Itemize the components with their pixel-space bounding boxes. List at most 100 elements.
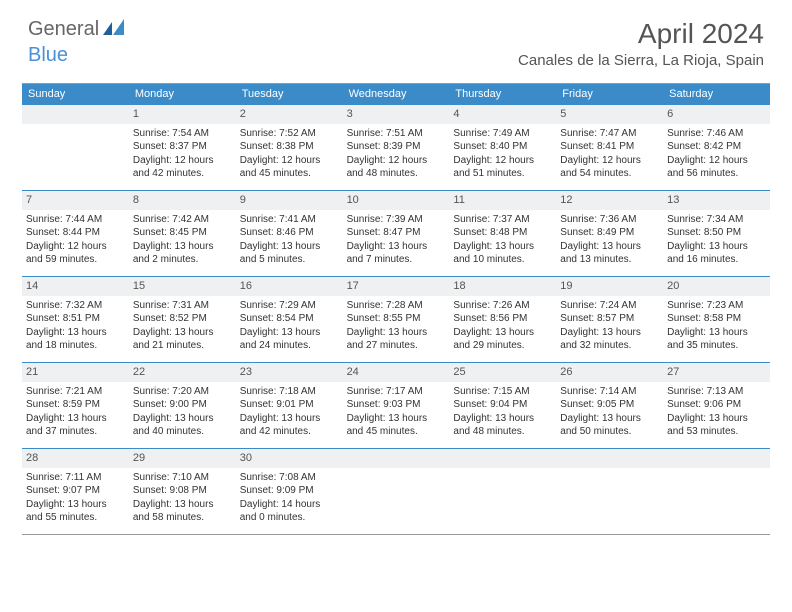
day-cell: 1Sunrise: 7:54 AMSunset: 8:37 PMDaylight… — [129, 104, 236, 190]
day-detail: Sunset: 8:54 PM — [240, 312, 339, 326]
day-detail: Sunrise: 7:49 AM — [453, 127, 552, 141]
day-cell: 7Sunrise: 7:44 AMSunset: 8:44 PMDaylight… — [22, 190, 129, 276]
day-cell — [449, 448, 556, 534]
day-detail: Sunset: 8:56 PM — [453, 312, 552, 326]
day-detail: Sunrise: 7:20 AM — [133, 385, 232, 399]
day-detail: Daylight: 13 hours — [560, 326, 659, 340]
title-block: April 2024 Canales de la Sierra, La Rioj… — [518, 18, 764, 69]
day-detail: and 18 minutes. — [26, 339, 125, 353]
day-cell: 19Sunrise: 7:24 AMSunset: 8:57 PMDayligh… — [556, 276, 663, 362]
day-number-empty — [556, 449, 663, 468]
day-detail: Sunrise: 7:14 AM — [560, 385, 659, 399]
day-number: 27 — [663, 363, 770, 382]
day-detail: and 21 minutes. — [133, 339, 232, 353]
day-detail: Sunset: 9:06 PM — [667, 398, 766, 412]
day-cell — [22, 104, 129, 190]
day-detail: Sunset: 9:04 PM — [453, 398, 552, 412]
day-detail: and 16 minutes. — [667, 253, 766, 267]
day-number: 11 — [449, 191, 556, 210]
day-detail: Sunrise: 7:24 AM — [560, 299, 659, 313]
day-detail: Sunrise: 7:42 AM — [133, 213, 232, 227]
day-detail: Sunrise: 7:51 AM — [347, 127, 446, 141]
day-number: 16 — [236, 277, 343, 296]
day-detail: Daylight: 14 hours — [240, 498, 339, 512]
day-detail: Sunrise: 7:52 AM — [240, 127, 339, 141]
day-number: 25 — [449, 363, 556, 382]
day-cell: 14Sunrise: 7:32 AMSunset: 8:51 PMDayligh… — [22, 276, 129, 362]
week-row: 1Sunrise: 7:54 AMSunset: 8:37 PMDaylight… — [22, 104, 770, 190]
day-number: 21 — [22, 363, 129, 382]
calendar: SundayMondayTuesdayWednesdayThursdayFrid… — [22, 83, 770, 535]
day-number: 1 — [129, 105, 236, 124]
day-number: 6 — [663, 105, 770, 124]
day-detail: Daylight: 13 hours — [347, 412, 446, 426]
day-detail: and 59 minutes. — [26, 253, 125, 267]
day-number: 23 — [236, 363, 343, 382]
week-row: 21Sunrise: 7:21 AMSunset: 8:59 PMDayligh… — [22, 362, 770, 448]
day-detail: Sunset: 8:49 PM — [560, 226, 659, 240]
day-cell: 4Sunrise: 7:49 AMSunset: 8:40 PMDaylight… — [449, 104, 556, 190]
day-detail: and 51 minutes. — [453, 167, 552, 181]
day-detail: Sunset: 8:45 PM — [133, 226, 232, 240]
day-cell: 13Sunrise: 7:34 AMSunset: 8:50 PMDayligh… — [663, 190, 770, 276]
day-detail: Sunrise: 7:41 AM — [240, 213, 339, 227]
day-detail: Daylight: 13 hours — [240, 240, 339, 254]
week-row: 7Sunrise: 7:44 AMSunset: 8:44 PMDaylight… — [22, 190, 770, 276]
day-detail: and 24 minutes. — [240, 339, 339, 353]
day-number: 13 — [663, 191, 770, 210]
day-cell: 28Sunrise: 7:11 AMSunset: 9:07 PMDayligh… — [22, 448, 129, 534]
week-row: 28Sunrise: 7:11 AMSunset: 9:07 PMDayligh… — [22, 448, 770, 534]
dow-header: Sunday — [22, 84, 129, 104]
day-detail: and 5 minutes. — [240, 253, 339, 267]
day-detail: Sunset: 8:46 PM — [240, 226, 339, 240]
day-detail: Sunrise: 7:39 AM — [347, 213, 446, 227]
day-detail: Sunset: 8:40 PM — [453, 140, 552, 154]
day-cell — [663, 448, 770, 534]
day-number: 12 — [556, 191, 663, 210]
day-detail: Sunrise: 7:36 AM — [560, 213, 659, 227]
day-detail: Sunset: 8:47 PM — [347, 226, 446, 240]
day-detail: Sunrise: 7:29 AM — [240, 299, 339, 313]
day-detail: Sunset: 8:51 PM — [26, 312, 125, 326]
day-detail: Sunset: 8:37 PM — [133, 140, 232, 154]
day-detail: Daylight: 13 hours — [240, 412, 339, 426]
day-number: 24 — [343, 363, 450, 382]
day-detail: Daylight: 13 hours — [347, 326, 446, 340]
day-number: 7 — [22, 191, 129, 210]
day-cell: 6Sunrise: 7:46 AMSunset: 8:42 PMDaylight… — [663, 104, 770, 190]
day-detail: and 10 minutes. — [453, 253, 552, 267]
day-detail: Sunset: 8:55 PM — [347, 312, 446, 326]
location-subtitle: Canales de la Sierra, La Rioja, Spain — [518, 52, 764, 69]
day-detail: Daylight: 13 hours — [560, 412, 659, 426]
day-detail: Sunrise: 7:21 AM — [26, 385, 125, 399]
day-cell: 3Sunrise: 7:51 AMSunset: 8:39 PMDaylight… — [343, 104, 450, 190]
day-detail: and 40 minutes. — [133, 425, 232, 439]
day-detail: Sunrise: 7:18 AM — [240, 385, 339, 399]
day-detail: Sunset: 8:50 PM — [667, 226, 766, 240]
day-detail: Sunset: 9:00 PM — [133, 398, 232, 412]
day-number: 18 — [449, 277, 556, 296]
day-cell: 15Sunrise: 7:31 AMSunset: 8:52 PMDayligh… — [129, 276, 236, 362]
week-row: 14Sunrise: 7:32 AMSunset: 8:51 PMDayligh… — [22, 276, 770, 362]
day-detail: Daylight: 13 hours — [133, 412, 232, 426]
day-detail: Sunrise: 7:26 AM — [453, 299, 552, 313]
day-detail: Sunrise: 7:28 AM — [347, 299, 446, 313]
day-detail: Sunset: 8:41 PM — [560, 140, 659, 154]
dow-header: Tuesday — [236, 84, 343, 104]
day-number-empty — [449, 449, 556, 468]
day-detail: Daylight: 12 hours — [347, 154, 446, 168]
dow-header: Thursday — [449, 84, 556, 104]
day-detail: and 48 minutes. — [453, 425, 552, 439]
day-cell: 26Sunrise: 7:14 AMSunset: 9:05 PMDayligh… — [556, 362, 663, 448]
day-cell: 8Sunrise: 7:42 AMSunset: 8:45 PMDaylight… — [129, 190, 236, 276]
day-detail: Sunrise: 7:34 AM — [667, 213, 766, 227]
day-detail: Sunset: 8:39 PM — [347, 140, 446, 154]
day-detail: and 32 minutes. — [560, 339, 659, 353]
logo: General — [28, 18, 125, 41]
day-detail: Sunset: 8:48 PM — [453, 226, 552, 240]
day-detail: and 48 minutes. — [347, 167, 446, 181]
day-detail: Daylight: 13 hours — [26, 498, 125, 512]
day-detail: and 29 minutes. — [453, 339, 552, 353]
dow-header: Saturday — [663, 84, 770, 104]
day-detail: and 42 minutes. — [240, 425, 339, 439]
